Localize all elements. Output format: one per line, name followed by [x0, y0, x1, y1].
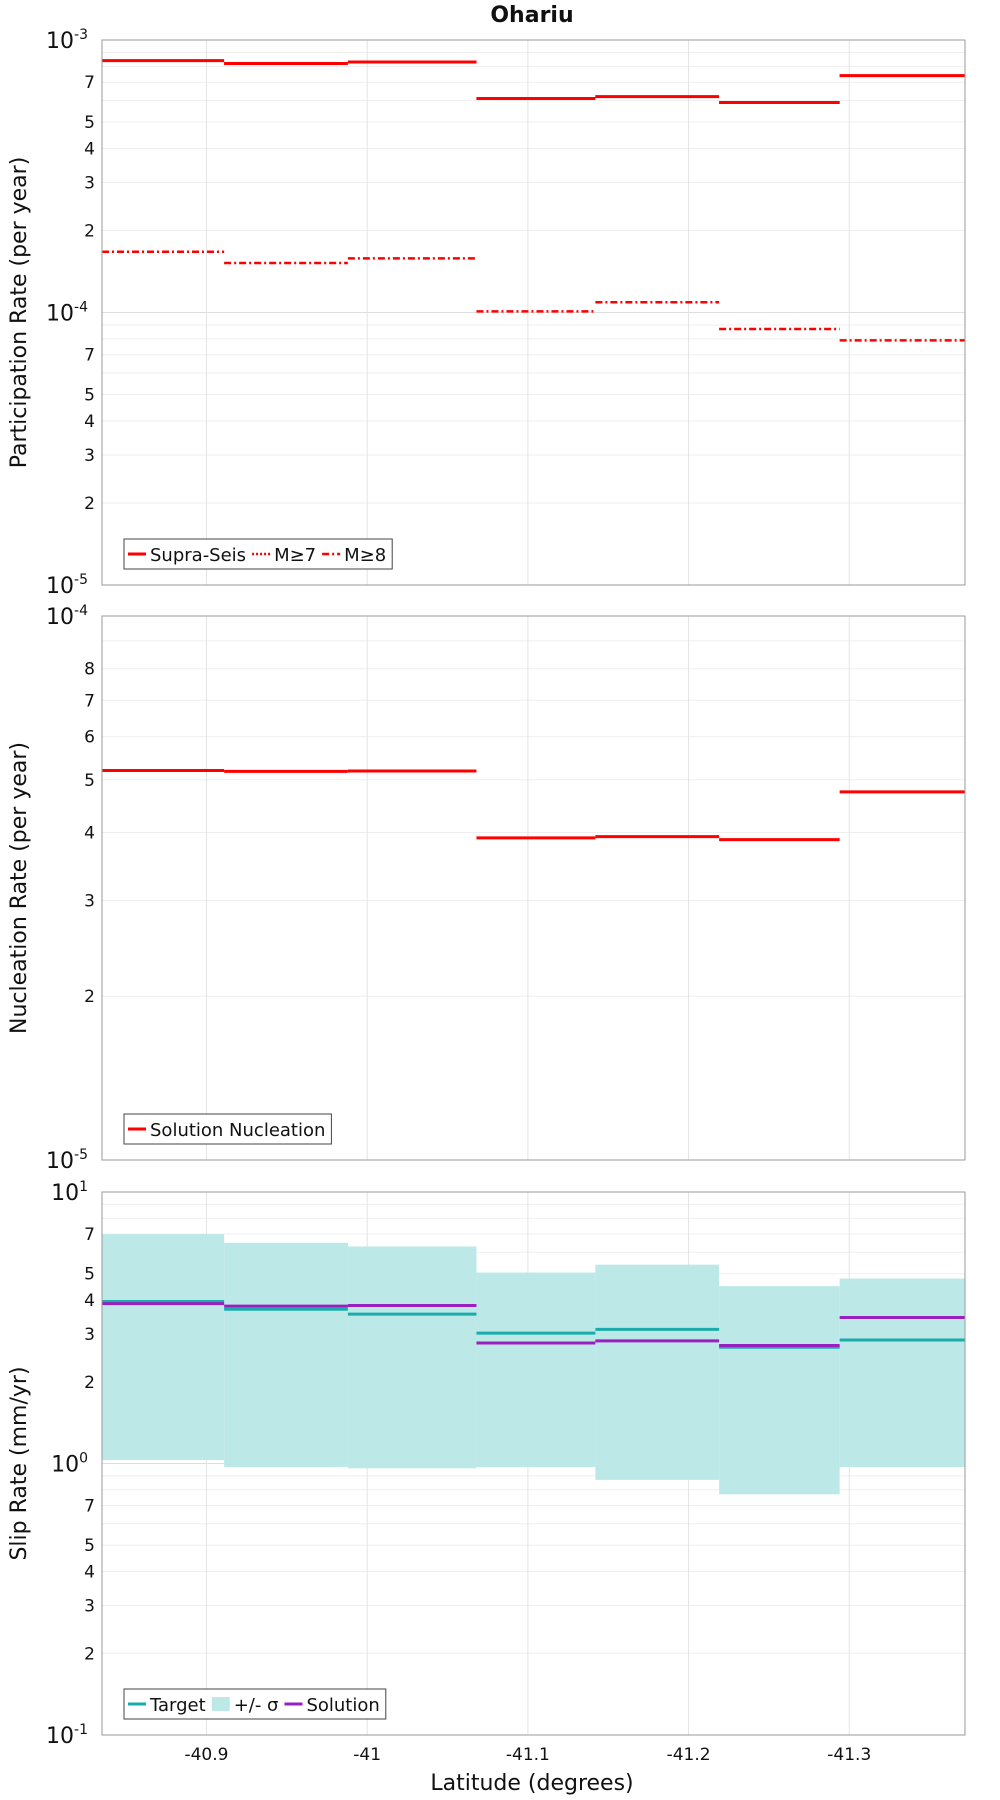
y-tick-label: 5	[84, 113, 95, 133]
plot-frame	[101, 39, 966, 586]
y-decade-label: 100	[51, 1451, 88, 1478]
legend-box	[123, 1688, 387, 1720]
y-axis-label: Participation Rate (per year)	[7, 157, 32, 469]
sigma-band-segment	[347, 1246, 477, 1469]
legend-box	[123, 538, 393, 570]
plot-frame	[101, 615, 966, 1161]
plot-area	[102, 616, 965, 1160]
y-tick-label: 2	[84, 494, 95, 514]
y-decade-label: 10-1	[46, 1722, 88, 1749]
x-tick-label: -41.1	[506, 1745, 550, 1765]
y-tick-label: 4	[84, 412, 95, 432]
sigma-band-segment	[476, 1272, 596, 1468]
y-tick-label: 4	[84, 823, 95, 843]
y-tick-label: 2	[84, 1644, 95, 1664]
y-tick-label: 2	[84, 1373, 95, 1393]
y-decade-label: 101	[51, 1179, 88, 1206]
legend-label-supra-seis: Supra-Seis	[150, 545, 246, 566]
participation-rate-panel: 10-3 10-4 10-5 7 5 4 3 2 7 5 4 3 2 Participation Rate…	[7, 27, 966, 599]
chart-title: Ohariu	[490, 3, 573, 28]
y-decade-label: 10-4	[46, 603, 88, 630]
y-tick-label: 7	[84, 1225, 95, 1245]
legend-label-solution: Solution	[306, 1695, 379, 1716]
y-tick-label: 8	[84, 660, 95, 680]
y-decade-label: 10-3	[46, 27, 88, 54]
y-decade-label: 10-5	[46, 572, 88, 599]
legend: Solution Nucleation	[123, 1113, 332, 1145]
legend-swatch-sigma	[211, 1697, 230, 1711]
y-tick-label: 3	[84, 891, 95, 911]
legend-box	[123, 1113, 332, 1145]
y-tick-label: 3	[84, 446, 95, 466]
legend-label-target: Target	[149, 1695, 206, 1716]
sigma-band-segment	[224, 1242, 348, 1468]
sigma-band-segment	[719, 1286, 840, 1495]
y-tick-label: 4	[84, 1563, 95, 1583]
legend: Target +/- σ Solution	[123, 1688, 387, 1720]
y-tick-label: 5	[84, 771, 95, 791]
sigma-band-segment	[102, 1234, 225, 1461]
x-tick-labels: -40.9 -41 -41.1 -41.2 -41.3	[184, 1745, 871, 1765]
legend-label-sigma: +/- σ	[234, 1695, 279, 1716]
y-tick-label: 5	[84, 1265, 95, 1285]
y-tick-label: 3	[84, 1596, 95, 1616]
y-decade-label: 10-5	[46, 1147, 88, 1174]
y-tick-label: 4	[84, 1291, 95, 1311]
y-axis-label: Nucleation Rate (per year)	[7, 742, 32, 1034]
legend-label-m-7: M≥7	[274, 545, 316, 566]
y-tick-label: 5	[84, 386, 95, 406]
y-tick-label: 7	[84, 1497, 95, 1517]
y-decade-label: 10-4	[46, 300, 88, 327]
y-tick-label: 5	[84, 1536, 95, 1556]
x-tick-label: -41	[353, 1745, 381, 1765]
y-tick-label: 6	[84, 728, 95, 748]
y-axis-label: Slip Rate (mm/yr)	[7, 1366, 32, 1560]
x-tick-label: -40.9	[184, 1745, 228, 1765]
y-tick-label: 7	[84, 346, 95, 366]
slip-rate-panel: 101 100 10-1 7 5 4 3 2 7 5 4 3 2 Slip Rate (mm/yr) Tar…	[7, 1179, 966, 1749]
y-tick-label: 4	[84, 139, 95, 159]
sigma-band-segment	[839, 1278, 965, 1468]
x-tick-label: -41.2	[667, 1745, 711, 1765]
y-tick-label: 2	[84, 987, 95, 1007]
x-axis-label: Latitude (degrees)	[430, 1771, 633, 1796]
y-tick-label: 3	[84, 173, 95, 193]
legend: Supra-Seis M≥7 M≥8	[123, 538, 393, 570]
y-tick-label: 3	[84, 1325, 95, 1345]
sigma-band-segment	[595, 1264, 720, 1480]
plot-frame	[101, 1191, 966, 1736]
nucleation-rate-panel: 10-4 10-5 8 7 6 5 4 3 2 Nucleation Rate (per year…	[7, 603, 966, 1174]
y-tick-label: 7	[84, 691, 95, 711]
y-tick-label: 7	[84, 73, 95, 93]
x-tick-label: -41.3	[827, 1745, 871, 1765]
legend-label-solution-nucleation: Solution Nucleation	[150, 1120, 325, 1141]
legend-label-m-8: M≥8	[344, 545, 386, 566]
y-tick-label: 2	[84, 221, 95, 241]
